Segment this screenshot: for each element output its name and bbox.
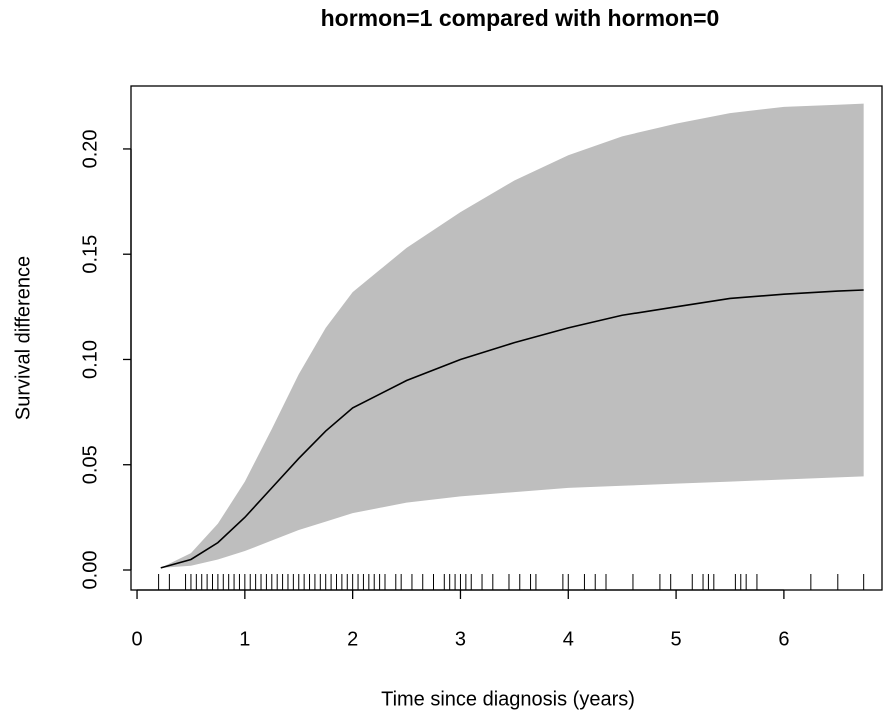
y-tick-label: 0.20	[79, 129, 101, 168]
y-axis-label: Survival difference	[12, 256, 34, 420]
x-tick-label: 1	[239, 628, 250, 650]
x-tick-label: 0	[131, 628, 142, 650]
x-tick-label: 3	[455, 628, 466, 650]
x-axis-label: Time since diagnosis (years)	[381, 688, 635, 710]
x-tick-label: 4	[563, 628, 574, 650]
x-tick-label: 2	[347, 628, 358, 650]
x-tick-label: 5	[671, 628, 682, 650]
y-tick-label: 0.00	[79, 551, 101, 590]
y-tick-label: 0.10	[79, 340, 101, 379]
chart-title: hormon=1 compared with hormon=0	[321, 5, 720, 31]
y-tick-label: 0.05	[79, 445, 101, 484]
x-tick-label: 6	[778, 628, 789, 650]
estimate-line	[160, 289, 864, 569]
confidence-band	[160, 103, 864, 568]
y-tick-label: 0.15	[79, 235, 101, 274]
